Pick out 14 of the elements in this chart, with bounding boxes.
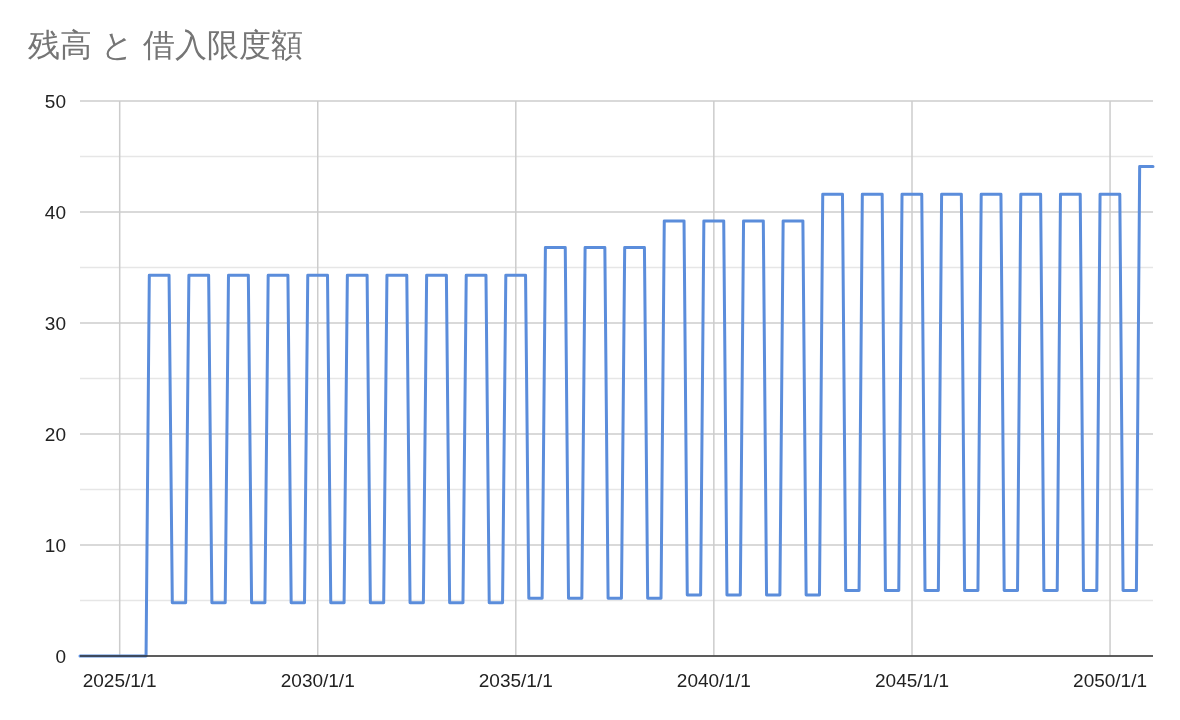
x-tick-label: 2045/1/1 <box>875 670 949 691</box>
y-tick-label: 10 <box>44 534 66 556</box>
y-tick-label: 20 <box>44 423 66 445</box>
x-tick-label: 2035/1/1 <box>478 670 553 691</box>
x-tick-label: 2025/1/1 <box>82 670 157 691</box>
x-tick-label: 2030/1/1 <box>280 670 355 691</box>
x-tick-label: 2040/1/1 <box>676 670 751 691</box>
line-series <box>78 164 1155 658</box>
y-tick-label: 0 <box>55 645 66 667</box>
y-tick-label: 50 <box>44 90 66 112</box>
chart-title: 残高 と 借入限度額 <box>28 27 303 63</box>
x-tick-label: 2050/1/1 <box>1073 670 1148 691</box>
y-tick-label: 30 <box>44 312 66 334</box>
y-tick-label: 40 <box>44 201 66 223</box>
